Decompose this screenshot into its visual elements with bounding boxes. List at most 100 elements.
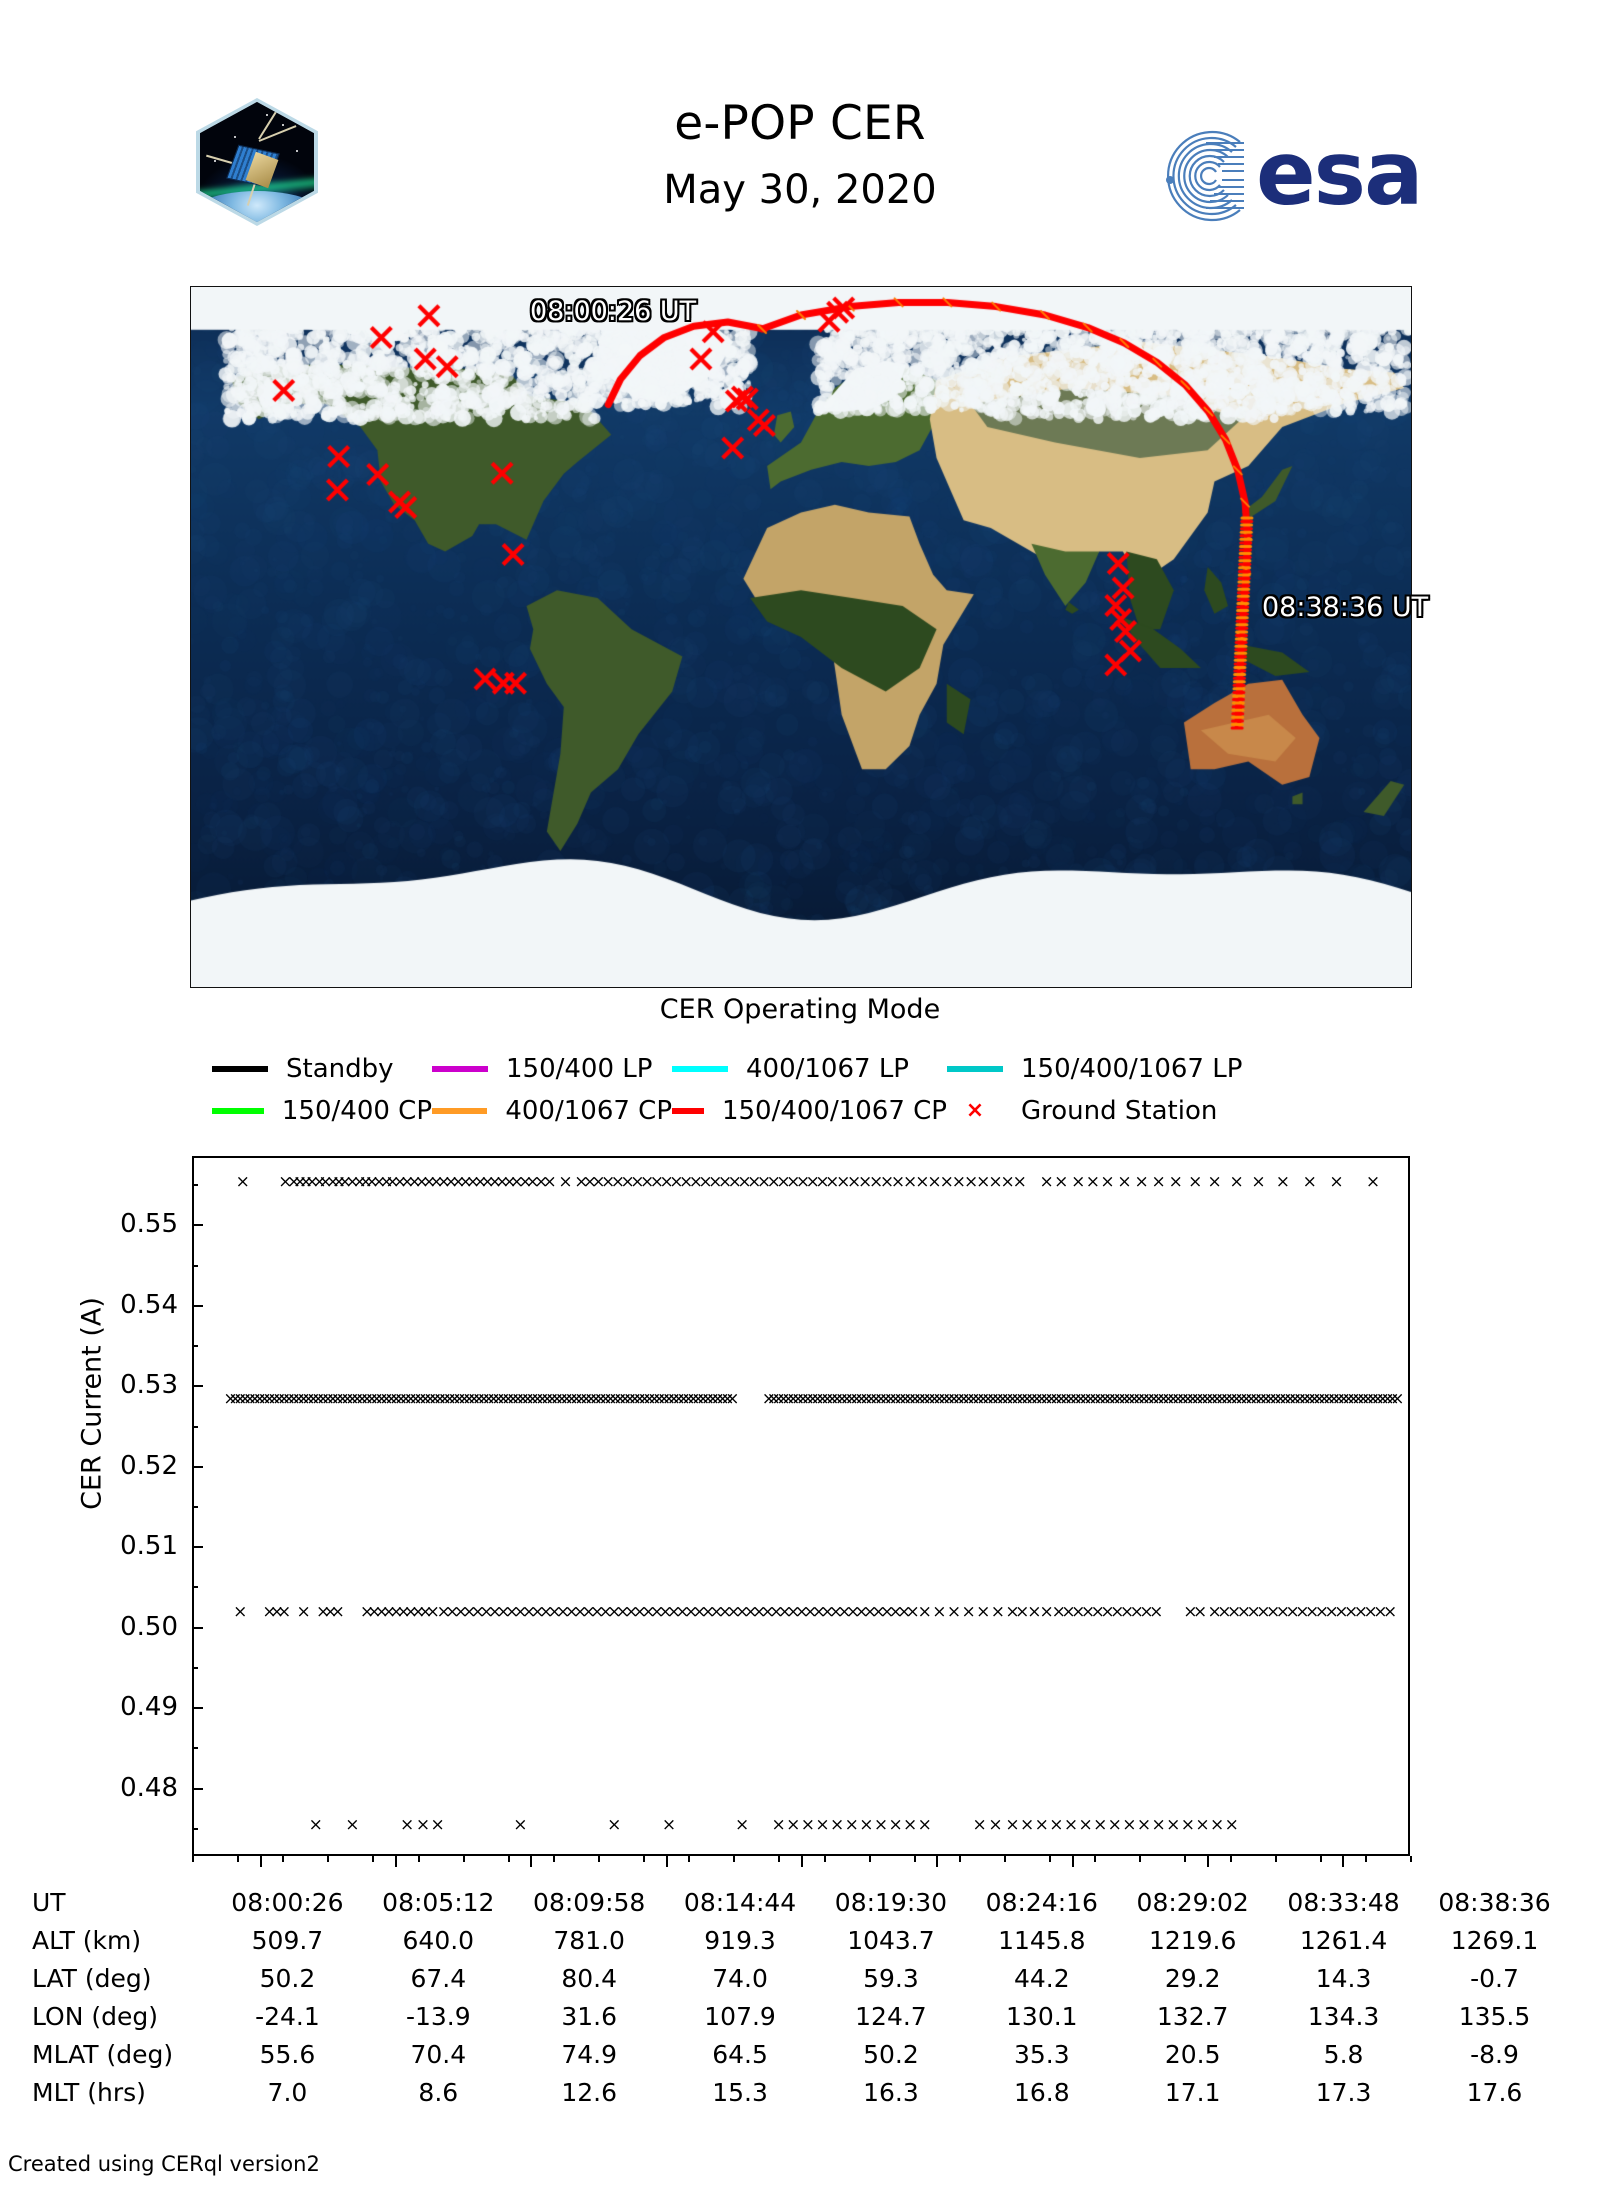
data-point: × — [296, 1605, 311, 1620]
table-cell: 67.4 — [363, 1960, 514, 1998]
table-cell: 7.0 — [212, 2074, 363, 2112]
table-cell: 12.6 — [514, 2074, 665, 2112]
data-point: × — [976, 1605, 991, 1620]
data-point: × — [235, 1175, 250, 1190]
table-cell: 20.5 — [1117, 2036, 1268, 2074]
x-tick-minor — [733, 1856, 735, 1862]
table-cell: 35.3 — [966, 2036, 1117, 2074]
data-point: × — [830, 1818, 845, 1833]
data-point: × — [233, 1605, 248, 1620]
legend-item[interactable]: × Ground Station — [947, 1096, 1247, 1126]
cassiope-satellite-logo — [196, 98, 318, 226]
table-cell: 08:29:02 — [1117, 1884, 1268, 1922]
table-cell: 14.3 — [1268, 1960, 1419, 1998]
table-cell: 1219.6 — [1117, 1922, 1268, 1960]
table-cell: 16.3 — [816, 2074, 967, 2112]
table-cell: 124.7 — [816, 1998, 967, 2036]
data-point: × — [277, 1605, 292, 1620]
data-point: × — [1366, 1175, 1381, 1190]
data-point: × — [1020, 1818, 1035, 1833]
x-tick-minor — [1184, 1856, 1186, 1862]
legend-item-label: 150/400 LP — [506, 1054, 652, 1084]
y-tick-label: 0.55 — [58, 1211, 178, 1237]
world-map-panel — [190, 286, 1412, 988]
legend-item-label: Ground Station — [1021, 1096, 1217, 1126]
x-tick-minor — [688, 1856, 690, 1862]
data-point: × — [1180, 1818, 1195, 1833]
data-point: × — [1122, 1818, 1137, 1833]
legend-item[interactable]: 400/1067 LP — [672, 1054, 947, 1084]
data-point: × — [513, 1818, 528, 1833]
page-header: e-POP CER May 30, 2020 — [0, 0, 1600, 250]
data-point: × — [1117, 1175, 1132, 1190]
table-cell: 59.3 — [816, 1960, 967, 1998]
data-point: × — [558, 1175, 573, 1190]
table-row: MLT (hrs) 7.0 8.6 12.6 15.3 16.3 16.8 17.1 17.3 1… — [30, 2074, 1570, 2112]
y-tick-mark — [192, 1466, 203, 1468]
data-point: × — [903, 1818, 918, 1833]
table-cell: 08:38:36 — [1419, 1884, 1570, 1922]
data-point: × — [400, 1818, 415, 1833]
x-tick-minor — [1365, 1856, 1367, 1862]
x-tick-mark — [1342, 1856, 1344, 1867]
y-tick-minor — [192, 1667, 198, 1669]
table-cell: 132.7 — [1117, 1998, 1268, 2036]
legend-row: Standby 150/400 LP 400/1067 LP 150/400/1067… — [212, 1048, 1452, 1090]
data-point: × — [917, 1818, 932, 1833]
y-tick-mark — [192, 1627, 203, 1629]
legend-item[interactable]: 150/400/1067 CP — [672, 1096, 947, 1126]
data-point: × — [415, 1818, 430, 1833]
table-cell: 31.6 — [514, 1998, 665, 2036]
legend-color-swatch — [212, 1108, 264, 1114]
data-point: × — [1012, 1175, 1027, 1190]
data-point: × — [1168, 1175, 1183, 1190]
x-tick-mark — [260, 1856, 262, 1867]
legend-item[interactable]: 400/1067 CP — [432, 1096, 672, 1126]
x-tick-minor — [959, 1856, 961, 1862]
x-tick-minor — [1049, 1856, 1051, 1862]
data-point: × — [1329, 1175, 1344, 1190]
legend-item-label: 150/400/1067 CP — [722, 1096, 947, 1126]
data-point: × — [1039, 1175, 1054, 1190]
x-tick-minor — [192, 1856, 194, 1862]
table-row-header: LAT (deg) — [30, 1960, 212, 1998]
legend-item-label: 150/400/1067 LP — [1021, 1054, 1242, 1084]
data-point: × — [308, 1818, 323, 1833]
legend-item[interactable]: 150/400 LP — [432, 1054, 672, 1084]
table-cell: 17.3 — [1268, 2074, 1419, 2112]
data-point: × — [345, 1818, 360, 1833]
table-cell: 1145.8 — [966, 1922, 1117, 1960]
ground-station-marker-icon: × — [947, 1100, 1003, 1122]
data-point: × — [1107, 1818, 1122, 1833]
y-tick-mark — [192, 1385, 203, 1387]
table-row-header: UT — [30, 1884, 212, 1922]
x-tick-minor — [643, 1856, 645, 1862]
x-tick-minor — [1275, 1856, 1277, 1862]
x-tick-mark — [936, 1856, 938, 1867]
data-point: × — [815, 1818, 830, 1833]
data-point: × — [1137, 1818, 1152, 1833]
page-title: e-POP CER — [400, 96, 1200, 152]
legend-color-swatch — [432, 1108, 487, 1114]
table-cell: -8.9 — [1419, 2036, 1570, 2074]
y-tick-label: 0.52 — [58, 1453, 178, 1479]
legend-item-label: 400/1067 CP — [505, 1096, 672, 1126]
legend-item[interactable]: 150/400 CP — [212, 1096, 432, 1126]
data-point: × — [1049, 1818, 1064, 1833]
data-point: × — [1166, 1818, 1181, 1833]
data-point: × — [990, 1605, 1005, 1620]
table-cell: 509.7 — [212, 1922, 363, 1960]
page-date: May 30, 2020 — [400, 166, 1200, 214]
x-tick-minor — [327, 1856, 329, 1862]
earth-limb — [200, 191, 314, 222]
table-cell: 55.6 — [212, 2036, 363, 2074]
legend-item[interactable]: Standby — [212, 1054, 432, 1084]
data-point: × — [800, 1818, 815, 1833]
orbit-end-time-label: 08:38:36 UT — [1262, 592, 1428, 623]
data-point: × — [961, 1605, 976, 1620]
data-point: × — [330, 1605, 345, 1620]
legend-item[interactable]: 150/400/1067 LP — [947, 1054, 1247, 1084]
x-tick-minor — [869, 1856, 871, 1862]
table-cell: 134.3 — [1268, 1998, 1419, 2036]
table-cell: 74.0 — [665, 1960, 816, 1998]
